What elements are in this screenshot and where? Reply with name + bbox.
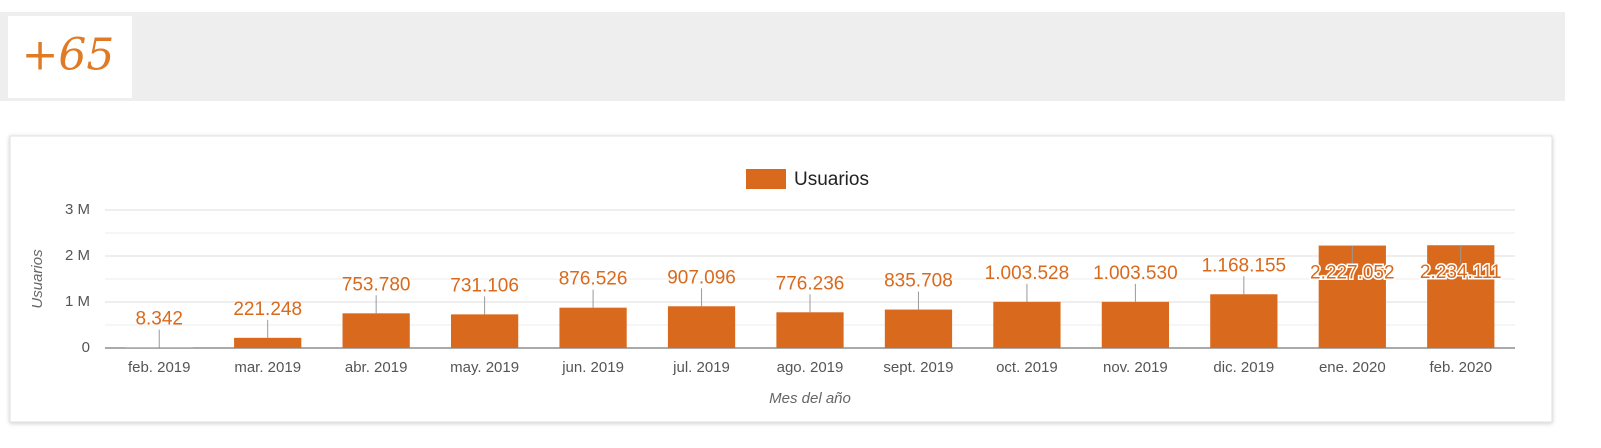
header-bar xyxy=(0,12,1565,101)
data-label: 835.708 xyxy=(884,271,953,292)
x-tick-label: dic. 2019 xyxy=(1213,359,1274,376)
legend-swatch xyxy=(746,169,786,189)
x-tick-label: abr. 2019 xyxy=(345,359,408,376)
bar xyxy=(559,308,626,348)
x-tick-label: ago. 2019 xyxy=(777,359,844,376)
bar xyxy=(234,338,301,348)
bar xyxy=(343,313,410,348)
data-label: 907.096 xyxy=(667,267,736,288)
x-tick-label: mar. 2019 xyxy=(234,359,301,376)
data-label: 221.248 xyxy=(233,299,302,320)
x-tick-label: oct. 2019 xyxy=(996,359,1058,376)
x-tick-label: sept. 2019 xyxy=(883,359,953,376)
data-label: 753.780 xyxy=(342,274,411,295)
x-tick-label: feb. 2019 xyxy=(128,359,191,376)
x-tick-label: feb. 2020 xyxy=(1429,359,1492,376)
bar xyxy=(1102,302,1169,348)
legend-label: Usuarios xyxy=(794,169,869,190)
data-label: 776.236 xyxy=(776,273,845,294)
x-tick-label: jun. 2019 xyxy=(561,359,624,376)
data-label: 1.168.155 xyxy=(1202,255,1287,276)
data-label: 2.234.111 xyxy=(1420,262,1502,283)
y-tick-label: 3 M xyxy=(65,201,90,218)
bar xyxy=(776,312,843,348)
y-tick-label: 1 M xyxy=(65,293,90,310)
data-label: 731.106 xyxy=(450,275,519,296)
bar xyxy=(1210,294,1277,348)
bar xyxy=(668,306,735,348)
data-label: 1.003.530 xyxy=(1093,263,1178,284)
bar xyxy=(885,310,952,348)
data-label: 2.227.052 xyxy=(1310,263,1395,284)
y-tick-label: 0 xyxy=(82,339,90,356)
bar xyxy=(993,302,1060,348)
x-tick-label: jul. 2019 xyxy=(672,359,730,376)
data-label: 1.003.528 xyxy=(985,263,1070,284)
bar xyxy=(451,314,518,348)
x-tick-label: nov. 2019 xyxy=(1103,359,1168,376)
y-tick-label: 2 M xyxy=(65,247,90,264)
logo[interactable]: +65 xyxy=(22,30,115,81)
x-tick-label: may. 2019 xyxy=(450,359,519,376)
x-tick-label: ene. 2020 xyxy=(1319,359,1386,376)
x-axis-title: Mes del año xyxy=(769,390,851,407)
data-label: 8.342 xyxy=(135,309,183,330)
y-axis-title: Usuarios xyxy=(29,249,46,309)
data-label: 876.526 xyxy=(559,269,628,290)
